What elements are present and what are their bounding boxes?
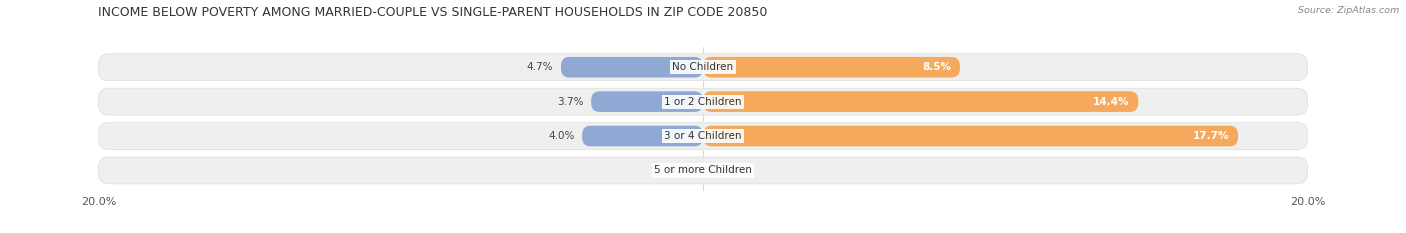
Text: 14.4%: 14.4% — [1092, 97, 1129, 107]
Text: 4.7%: 4.7% — [527, 62, 554, 72]
Text: INCOME BELOW POVERTY AMONG MARRIED-COUPLE VS SINGLE-PARENT HOUSEHOLDS IN ZIP COD: INCOME BELOW POVERTY AMONG MARRIED-COUPL… — [98, 6, 768, 19]
Text: 0.0%: 0.0% — [669, 165, 696, 175]
Text: No Children: No Children — [672, 62, 734, 72]
FancyBboxPatch shape — [703, 57, 960, 78]
Text: 0.0%: 0.0% — [710, 165, 737, 175]
Text: 1 or 2 Children: 1 or 2 Children — [664, 97, 742, 107]
Text: 3.7%: 3.7% — [557, 97, 583, 107]
FancyBboxPatch shape — [591, 91, 703, 112]
Text: 17.7%: 17.7% — [1192, 131, 1229, 141]
Text: 8.5%: 8.5% — [922, 62, 950, 72]
FancyBboxPatch shape — [98, 157, 1308, 184]
Text: 5 or more Children: 5 or more Children — [654, 165, 752, 175]
Text: Source: ZipAtlas.com: Source: ZipAtlas.com — [1298, 6, 1399, 15]
FancyBboxPatch shape — [582, 126, 703, 146]
FancyBboxPatch shape — [98, 88, 1308, 115]
FancyBboxPatch shape — [703, 126, 1239, 146]
FancyBboxPatch shape — [703, 91, 1139, 112]
FancyBboxPatch shape — [98, 54, 1308, 81]
Text: 4.0%: 4.0% — [548, 131, 575, 141]
FancyBboxPatch shape — [561, 57, 703, 78]
FancyBboxPatch shape — [98, 123, 1308, 149]
Text: 3 or 4 Children: 3 or 4 Children — [664, 131, 742, 141]
